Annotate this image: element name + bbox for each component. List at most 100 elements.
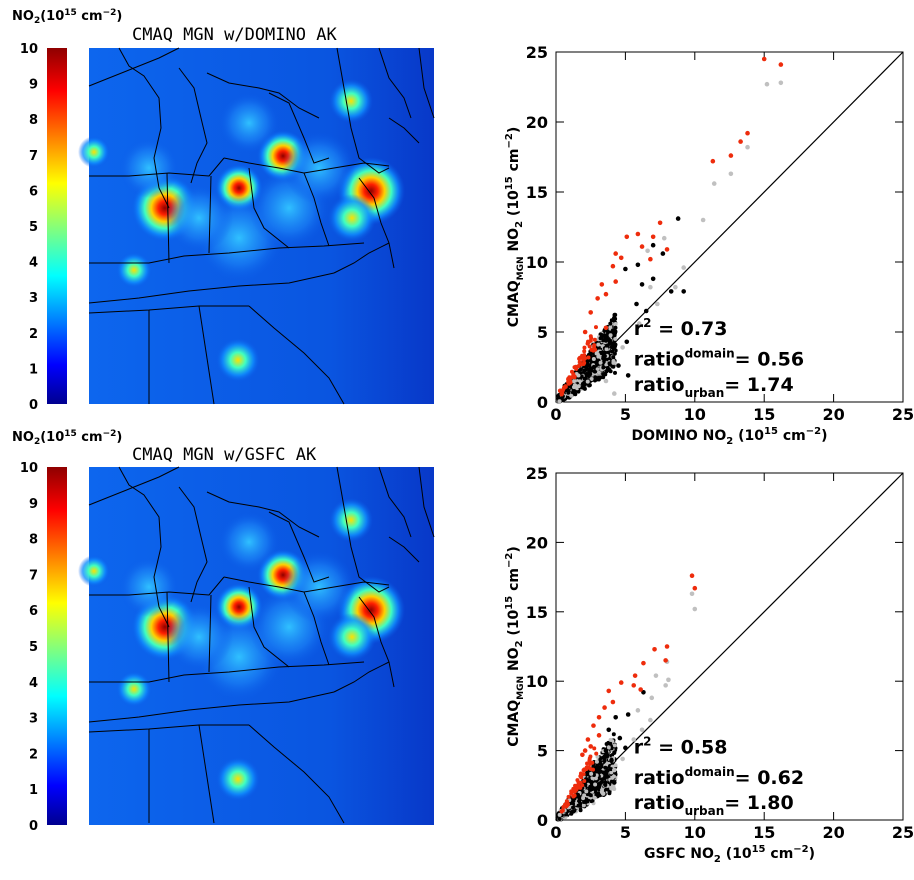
series-gray (603, 80, 784, 396)
colorbar-ticks-1: 0 1 2 3 4 5 6 7 8 9 10 (20, 42, 38, 413)
scatter-point (648, 717, 653, 723)
scatter-point (728, 153, 734, 158)
scatter-point (608, 325, 613, 330)
scatter-point (613, 336, 618, 341)
state-boundary (88, 466, 180, 506)
scatter-point (600, 791, 606, 796)
state-boundary (378, 466, 412, 538)
state-boundary (198, 724, 215, 824)
scatter-point (668, 289, 674, 294)
scatter-point (610, 263, 616, 269)
scatter-point (605, 754, 610, 759)
scatter-point (600, 755, 605, 760)
scatter-point (650, 234, 656, 240)
state-boundary (198, 305, 215, 405)
colorbar-2 (47, 467, 67, 825)
series-red (557, 56, 784, 394)
scatter-point (611, 780, 617, 785)
no2-hotspot (216, 338, 260, 382)
scatter-point (635, 231, 641, 237)
scatter-point (638, 687, 643, 692)
scatter-point (585, 761, 590, 766)
series-black (599, 216, 686, 378)
scatter-point (588, 761, 593, 766)
scatter-point (613, 251, 618, 256)
scatter-point (599, 350, 605, 356)
scatter-point (578, 771, 583, 776)
scatter-point (588, 744, 593, 749)
scatter-point (604, 347, 609, 352)
scatter-point (663, 658, 668, 663)
scatter-point (580, 353, 585, 358)
state-boundary (178, 67, 208, 184)
state-boundary (88, 691, 335, 723)
scatter-point (650, 242, 656, 248)
scatter-point (575, 778, 580, 783)
scatter-point (609, 758, 614, 763)
scatter-point (593, 375, 598, 380)
scatter-point (595, 754, 600, 759)
scatter-point (608, 333, 613, 338)
ratio-urban-text: ratiourban= 1.74 (634, 374, 794, 400)
scatter-point (653, 673, 659, 678)
scatter-point (655, 301, 660, 307)
scatter-point (610, 699, 616, 705)
scatter-point (596, 733, 602, 738)
colorbar-tick-label: 6 (29, 604, 38, 619)
no2-hotspot (328, 194, 376, 242)
state-boundary (336, 47, 390, 174)
stats-annotation: r2 = 0.58 ratiodomain= 0.62 ratiourban= 1.… (634, 734, 804, 818)
colorbar-ticks-2: 0 1 2 3 4 5 6 7 8 9 10 (20, 461, 38, 834)
scatter-point (692, 585, 698, 591)
scatter-point (611, 355, 616, 360)
scatter-point (608, 737, 613, 742)
state-boundary (358, 596, 395, 688)
scatter-point (566, 390, 571, 395)
colorbar-tick-label: 10 (20, 42, 38, 57)
scatter-point (639, 282, 645, 287)
colorbar-tick-label: 2 (29, 327, 38, 342)
scatter-point (603, 748, 609, 753)
scatter-point (572, 385, 577, 390)
scatter-point (625, 712, 631, 717)
colorbar-tick-label: 9 (29, 78, 38, 93)
scatter-point (591, 723, 596, 728)
scatter-point (572, 374, 577, 379)
scatter-point (572, 793, 577, 798)
scatter-plot-1: 0 5 10 15 20 25 0 5 10 15 20 25 r2 = 0.73 ratiodomain… (504, 43, 914, 447)
scatter-point (577, 798, 582, 803)
scatter-point (600, 787, 605, 792)
colorbar-tick-label: 10 (20, 461, 38, 476)
scatter-point (602, 705, 607, 710)
y-tick-label: 20 (526, 533, 548, 552)
ratio-domain-text: ratiodomain= 0.62 (634, 765, 804, 789)
y-tick-label: 15 (526, 183, 548, 202)
scatter-point (611, 360, 616, 365)
state-boundary (336, 466, 390, 593)
scatter-point (689, 591, 695, 597)
x-tick-label: 25 (892, 823, 914, 842)
scatter-point (578, 803, 583, 808)
scatter-point (557, 817, 562, 822)
state-boundary (88, 47, 180, 87)
scatter-point (639, 244, 645, 249)
no2-hotspot (78, 555, 110, 587)
scatter-point (611, 391, 617, 396)
scatter-point (594, 358, 599, 363)
scatter-point (591, 767, 596, 772)
scatter-point (617, 735, 623, 741)
scatter-point (586, 339, 591, 344)
map-panel-1: NO2(1015 cm−2) CMAQ MGN w/DOMINO AK 0 1 2 3… (12, 8, 435, 413)
scatter-point (632, 673, 638, 678)
scatter-point (595, 367, 600, 372)
scatter-point (620, 756, 625, 762)
state-boundary (268, 92, 330, 164)
scatter-point (645, 248, 650, 254)
scatter-point (608, 321, 613, 326)
colorbar-tick-label: 8 (29, 113, 38, 128)
map-image-2 (78, 466, 435, 825)
scatter-point (586, 778, 591, 783)
scatter-point (581, 362, 586, 367)
scatter-point (562, 804, 567, 809)
